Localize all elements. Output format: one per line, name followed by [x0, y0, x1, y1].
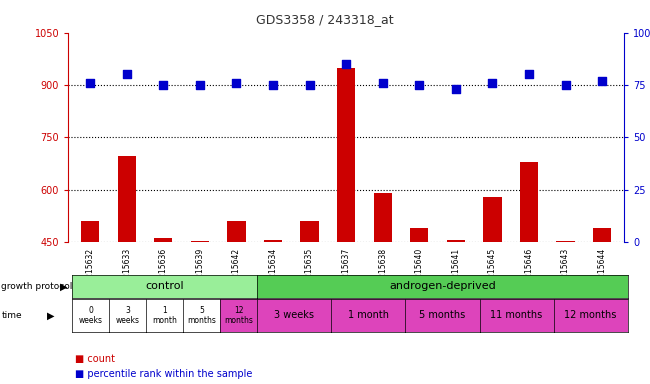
Bar [300, 221, 318, 384]
Point [378, 80, 388, 86]
Text: control: control [145, 281, 184, 291]
Bar [410, 228, 428, 384]
Text: ▶: ▶ [47, 310, 55, 321]
Point [341, 61, 351, 67]
Bar [520, 162, 538, 384]
Text: 3
weeks: 3 weeks [116, 306, 140, 325]
Point [195, 82, 205, 88]
Text: 5
months: 5 months [187, 306, 216, 325]
Text: ▶: ▶ [60, 281, 68, 291]
Point [524, 71, 534, 78]
Point [450, 86, 461, 92]
Bar [556, 241, 575, 384]
Text: 12
months: 12 months [224, 306, 253, 325]
Text: growth protocol: growth protocol [1, 282, 73, 291]
Bar [483, 197, 502, 384]
Bar [227, 221, 246, 384]
Text: 3 weeks: 3 weeks [274, 310, 314, 321]
Bar [447, 240, 465, 384]
Text: 5 months: 5 months [419, 310, 465, 321]
Text: GDS3358 / 243318_at: GDS3358 / 243318_at [256, 13, 394, 26]
Point [158, 82, 168, 88]
Point [488, 80, 498, 86]
Text: androgen-deprived: androgen-deprived [389, 281, 496, 291]
Text: 0
weeks: 0 weeks [79, 306, 103, 325]
Bar [337, 68, 356, 384]
Bar [118, 156, 136, 384]
Point [231, 80, 242, 86]
Text: ■ count: ■ count [75, 354, 115, 364]
Text: 12 months: 12 months [564, 310, 617, 321]
Point [560, 82, 571, 88]
Bar [593, 228, 611, 384]
Bar [264, 240, 282, 384]
Point [122, 71, 132, 78]
Bar [374, 193, 392, 384]
Point [304, 82, 315, 88]
Text: 1
month: 1 month [152, 306, 177, 325]
Bar [154, 238, 172, 384]
Text: 1 month: 1 month [348, 310, 389, 321]
Text: 11 months: 11 months [491, 310, 543, 321]
Text: time: time [1, 311, 22, 320]
Point [268, 82, 278, 88]
Text: ■ percentile rank within the sample: ■ percentile rank within the sample [75, 369, 252, 379]
Point [85, 80, 96, 86]
Point [414, 82, 424, 88]
Point [597, 78, 607, 84]
Bar [190, 241, 209, 384]
Bar [81, 221, 99, 384]
